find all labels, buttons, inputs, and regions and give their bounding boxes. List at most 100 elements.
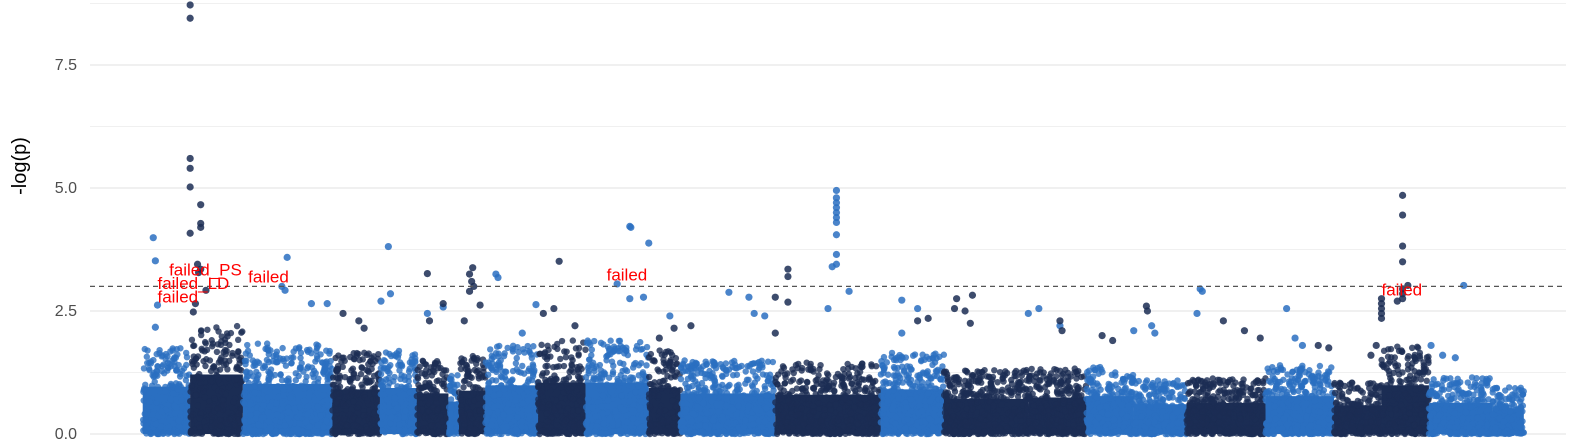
background-point	[295, 430, 302, 438]
background-point	[419, 357, 426, 364]
background-point	[585, 339, 593, 346]
background-point	[611, 345, 619, 352]
background-point	[1003, 396, 1011, 403]
background-point	[852, 365, 859, 372]
background-point	[964, 382, 972, 389]
background-point	[1033, 382, 1041, 389]
background-point	[298, 382, 305, 389]
background-point	[543, 356, 551, 363]
background-point	[738, 362, 745, 370]
background-point	[144, 347, 151, 354]
background-point	[890, 356, 898, 364]
background-point	[967, 399, 975, 406]
background-point	[659, 419, 666, 426]
background-point	[604, 397, 612, 404]
background-point	[323, 396, 331, 404]
background-point	[421, 428, 428, 435]
background-point	[332, 406, 340, 413]
background-point	[861, 386, 869, 393]
background-point	[460, 378, 468, 385]
background-point	[306, 423, 313, 430]
background-point	[1101, 393, 1108, 400]
background-point	[396, 421, 403, 428]
background-point	[200, 357, 207, 365]
background-point	[543, 410, 551, 417]
background-point	[680, 393, 688, 401]
background-point	[629, 376, 637, 383]
background-point	[624, 430, 631, 438]
background-point	[523, 381, 530, 389]
background-point	[1008, 412, 1015, 420]
background-point	[448, 404, 455, 411]
background-point	[458, 355, 465, 362]
background-point	[246, 401, 253, 408]
background-point	[313, 344, 321, 351]
background-point	[672, 355, 680, 362]
background-point	[692, 365, 699, 372]
background-point	[405, 378, 412, 385]
background-point	[1108, 371, 1116, 379]
background-point	[519, 362, 526, 370]
background-point	[194, 402, 201, 409]
background-point	[696, 422, 703, 429]
background-point	[296, 404, 303, 411]
background-point	[471, 397, 478, 404]
background-point	[678, 400, 686, 407]
background-point	[544, 418, 552, 425]
background-point	[213, 348, 221, 356]
background-point	[650, 382, 658, 389]
background-point	[637, 404, 644, 412]
background-point	[1003, 423, 1010, 430]
background-point	[433, 399, 440, 407]
background-point	[215, 328, 222, 335]
background-point	[408, 401, 415, 408]
background-point	[561, 420, 568, 428]
background-point	[512, 397, 519, 404]
background-point	[752, 406, 760, 413]
background-point	[282, 362, 290, 369]
background-point	[504, 344, 511, 352]
background-point	[821, 406, 828, 413]
background-point	[244, 347, 252, 355]
background-point	[917, 429, 925, 437]
background-point	[514, 343, 521, 351]
background-point	[568, 362, 576, 369]
background-point	[401, 427, 409, 434]
background-point	[174, 385, 182, 393]
background-point	[454, 372, 461, 379]
background-point	[724, 419, 732, 426]
background-point	[835, 427, 842, 435]
background-point	[643, 410, 650, 417]
background-point	[467, 412, 474, 419]
background-point	[398, 362, 406, 370]
background-point	[234, 336, 242, 344]
background-point	[658, 351, 666, 358]
background-point	[951, 402, 958, 409]
background-point	[939, 363, 946, 370]
background-point	[169, 390, 177, 397]
background-point	[922, 397, 929, 405]
background-point	[730, 406, 737, 413]
background-point	[1053, 389, 1061, 396]
background-point	[633, 419, 641, 427]
background-point	[343, 393, 351, 400]
background-point	[796, 378, 803, 386]
background-point	[557, 355, 564, 363]
background-point	[902, 425, 909, 432]
background-point	[413, 392, 421, 400]
background-point	[146, 398, 153, 405]
background-point	[159, 362, 166, 370]
background-point	[438, 418, 446, 425]
background-point	[173, 404, 180, 411]
background-point	[863, 401, 870, 408]
background-point	[487, 346, 494, 353]
background-point	[785, 397, 792, 405]
background-point	[550, 428, 558, 436]
background-point	[782, 419, 790, 426]
background-point	[646, 403, 654, 411]
background-point	[600, 420, 607, 427]
background-point	[934, 417, 941, 424]
background-point	[247, 412, 254, 419]
background-point	[569, 395, 577, 403]
